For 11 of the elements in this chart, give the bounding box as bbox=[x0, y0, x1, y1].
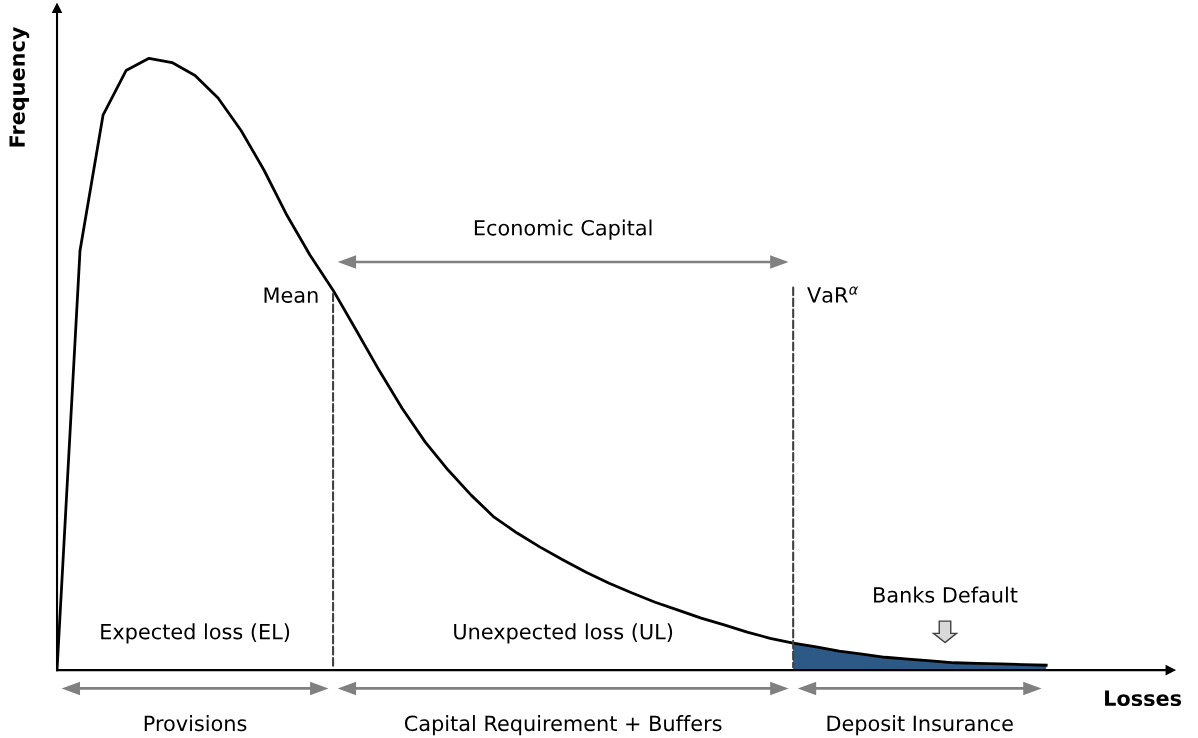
x-axis-title: Losses bbox=[1105, 690, 1182, 707]
annotation: Expected loss (EL) bbox=[101, 623, 290, 644]
text: Deposit Insurance bbox=[827, 715, 1013, 736]
annotation: Banks Default bbox=[874, 586, 1018, 603]
text: Capital Requirement + Buffers bbox=[404, 715, 722, 736]
text: Provisions bbox=[144, 715, 247, 732]
annotation: VaR$^{α}$ bbox=[807, 286, 859, 303]
annotation: Mean bbox=[264, 287, 318, 303]
annotation: Unexpected loss (UL) bbox=[454, 623, 673, 644]
annotation: Economic Capital bbox=[474, 219, 652, 240]
y-axis-title: Frequency bbox=[9, 26, 30, 147]
